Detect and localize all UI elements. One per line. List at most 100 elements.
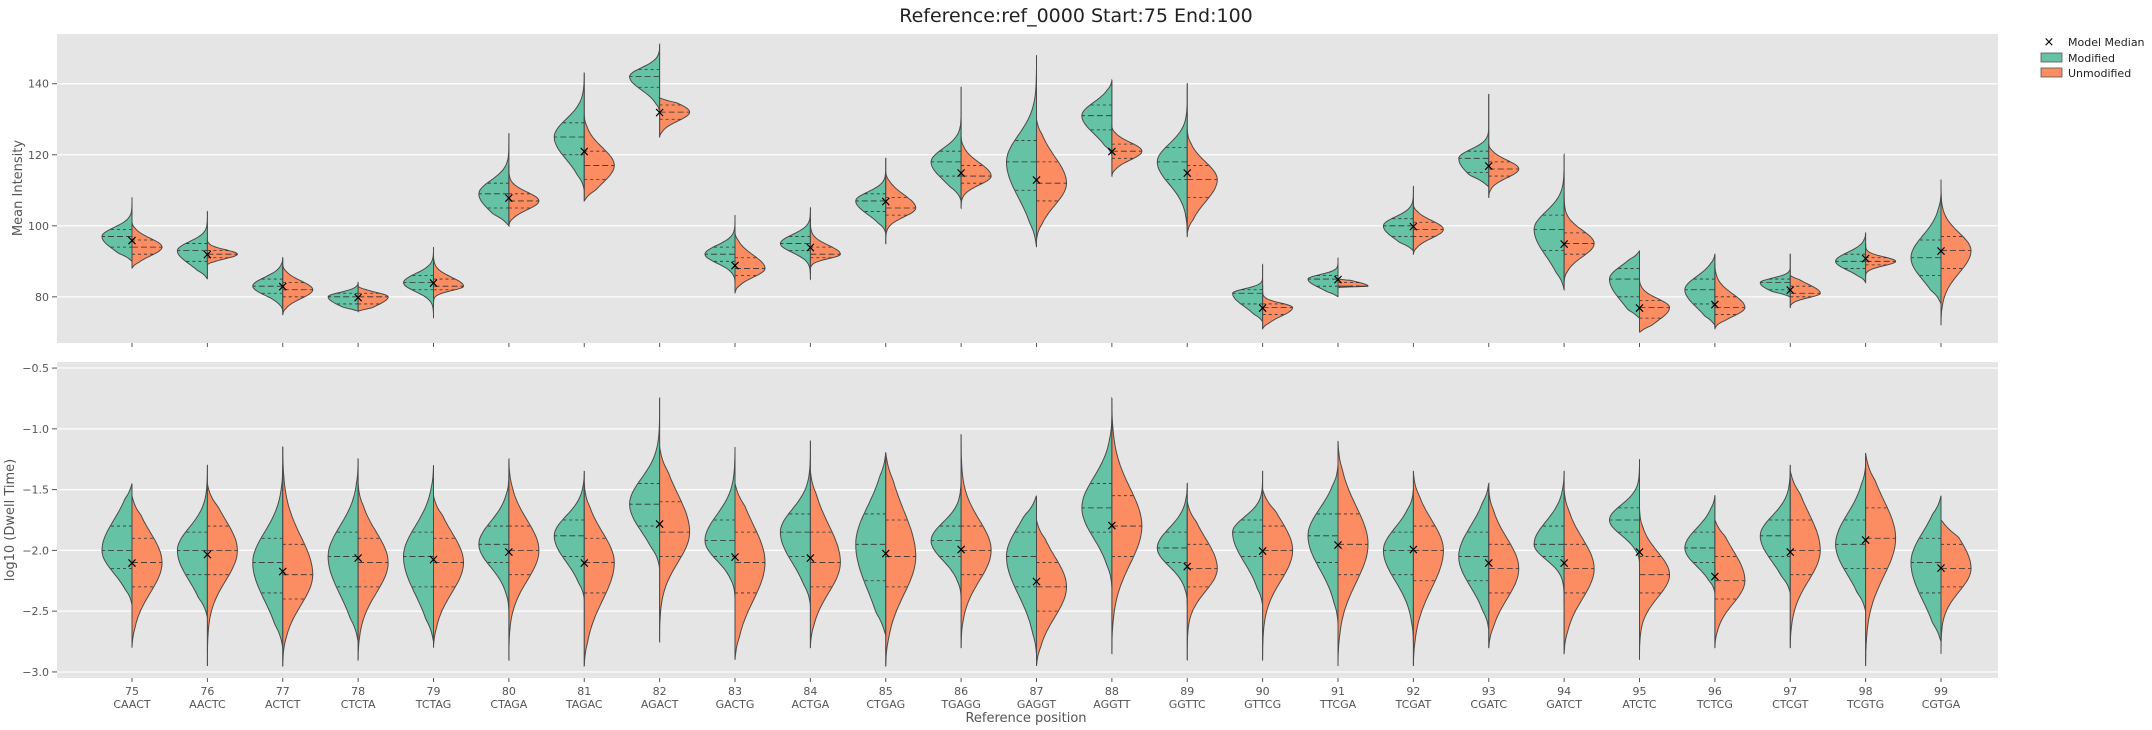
- model-median-marker: ×: [1860, 532, 1872, 548]
- model-median-marker: ×: [654, 105, 666, 121]
- x-tick-position-label: 86: [954, 685, 968, 698]
- model-median-marker: ×: [126, 233, 138, 249]
- x-tick-kmer-label: ATCTC: [1622, 698, 1657, 711]
- model-median-marker: ×: [578, 556, 590, 572]
- unmodified-violin-half: [1865, 451, 1897, 668]
- unmodified-violin-half: [357, 483, 389, 662]
- y-tick-label: 100: [28, 220, 49, 233]
- y-tick-label: −1.0: [22, 423, 49, 436]
- model-median-marker: ×: [1181, 166, 1193, 182]
- x-tick-position-label: 99: [1934, 685, 1948, 698]
- model-median-marker: ×: [1935, 244, 1947, 260]
- model-median-marker: ×: [1483, 158, 1495, 174]
- model-median-marker: ×: [1332, 272, 1344, 288]
- model-median-marker: ×: [1860, 251, 1872, 267]
- unmodified-violin-half: [734, 232, 766, 294]
- modified-violin-half: [1684, 494, 1716, 595]
- x-tick-position-label: 97: [1783, 685, 1797, 698]
- dwell-time-panel: × × × × × × × × × × × × × × × × × × × × × × × × × −3.0 −2.5 −2.0 −1…: [3, 362, 1998, 711]
- unmodified-violin-half: [809, 470, 841, 649]
- x-tick-kmer-label: AGGTT: [1093, 698, 1131, 711]
- modified-violin-half: [1759, 464, 1791, 594]
- x-tick-kmer-label: GATCT: [1546, 698, 1582, 711]
- legend-unmodified-label: Unmodified: [2068, 67, 2131, 80]
- modified-violin-half: [1005, 495, 1037, 654]
- model-median-marker: ×: [880, 194, 892, 210]
- unmodified-violin-half: [131, 495, 163, 648]
- unmodified-violin-half: [1563, 192, 1595, 284]
- model-median-marker: ×: [1784, 545, 1796, 561]
- x-tick-kmer-label: GAGGT: [1017, 698, 1057, 711]
- x-tick-position-label: 98: [1859, 685, 1873, 698]
- modified-violin-half: [553, 72, 586, 192]
- modified-violin-half: [1232, 470, 1264, 606]
- unmodified-violin-half: [1488, 143, 1520, 199]
- x-tick-position-label: 94: [1557, 685, 1571, 698]
- chart-title: Reference:ref_0000 Start:75 End:100: [899, 5, 1253, 27]
- x-tick-position-label: 96: [1708, 685, 1722, 698]
- unmodified-violin-half: [1186, 129, 1218, 234]
- unmodified-violin-half: [1714, 264, 1746, 330]
- unmodified-violin-half: [282, 446, 314, 667]
- x-tick-position-label: 93: [1482, 685, 1496, 698]
- legend-modified-swatch: [2040, 52, 2063, 63]
- x-tick-position-label: 77: [276, 685, 290, 698]
- unmodified-violin-half: [1412, 470, 1444, 667]
- model-median-marker: ×: [1106, 518, 1118, 534]
- model-median-marker: ×: [1031, 173, 1043, 189]
- y-tick-label: 120: [28, 149, 49, 162]
- dwell-time-y-axis-label: log10 (Dwell Time): [3, 459, 18, 581]
- model-median-marker: ×: [729, 258, 741, 274]
- x-tick-position-label: 90: [1256, 685, 1270, 698]
- intensity-panel: × × × × × × × × × × × × × × × × × × × × × × × × × 80 100 120 140 Me…: [11, 34, 1998, 347]
- x-tick-position-label: 76: [200, 685, 214, 698]
- x-tick-kmer-label: TCGTG: [1846, 698, 1884, 711]
- x-tick-position-label: 79: [427, 685, 441, 698]
- x-tick-kmer-label: CGTGA: [1922, 698, 1961, 711]
- x-tick-kmer-label: TCGAT: [1395, 698, 1432, 711]
- y-tick-label: −3.0: [22, 666, 49, 679]
- model-median-marker: ×: [654, 517, 666, 533]
- model-median-marker: ×: [1408, 542, 1420, 558]
- y-tick-label: −2.0: [22, 544, 49, 557]
- x-tick-position-label: 88: [1105, 685, 1119, 698]
- unmodified-violin-half: [1789, 470, 1821, 649]
- x-axis-label: Reference position: [965, 711, 1086, 726]
- x-tick-position-label: 92: [1406, 685, 1420, 698]
- unmodified-violin-half: [1789, 274, 1821, 309]
- x-tick-kmer-label: CTCGT: [1772, 698, 1809, 711]
- model-median-marker: ×: [277, 279, 289, 295]
- modified-violin-half: [1382, 488, 1415, 642]
- x-tick-kmer-label: GGTTC: [1169, 698, 1206, 711]
- model-median-marker: ×: [1558, 237, 1570, 253]
- x-tick-kmer-label: AGACT: [641, 698, 679, 711]
- modified-violin-half: [1081, 78, 1113, 156]
- x-tick-position-label: 81: [577, 685, 591, 698]
- unmodified-violin-half: [1639, 507, 1670, 660]
- x-tick-position-label: 80: [502, 685, 516, 698]
- y-tick-label: 140: [28, 78, 49, 91]
- modified-violin-half: [327, 457, 359, 644]
- model-median-marker: ×: [1784, 283, 1796, 299]
- unmodified-violin-half: [357, 284, 389, 313]
- x-tick-position-label: 84: [803, 685, 817, 698]
- x-tick-kmer-label: ACTCT: [265, 698, 301, 711]
- x-tick-position-label: 82: [653, 685, 667, 698]
- legend: × Model Median Modified Unmodified: [2040, 35, 2145, 80]
- x-tick-kmer-label: GTTCG: [1244, 698, 1281, 711]
- model-median-marker: ×: [1634, 300, 1646, 316]
- modified-violin-half: [1307, 465, 1339, 624]
- x-tick-kmer-label: ACTGA: [791, 698, 829, 711]
- x-tick-kmer-label: CTCTA: [341, 698, 376, 711]
- model-median-marker: ×: [955, 166, 967, 182]
- modified-violin-half: [1910, 495, 1942, 642]
- y-tick-label: −0.5: [22, 362, 49, 375]
- legend-model-median-label: Model Median: [2068, 36, 2145, 49]
- x-tick-position-label: 87: [1030, 685, 1044, 698]
- modified-violin-half: [1609, 250, 1640, 319]
- model-median-marker: ×: [1483, 556, 1495, 572]
- model-median-marker: ×: [202, 547, 214, 563]
- unmodified-violin-half: [1563, 488, 1595, 655]
- x-tick-kmer-label: CTAGA: [490, 698, 527, 711]
